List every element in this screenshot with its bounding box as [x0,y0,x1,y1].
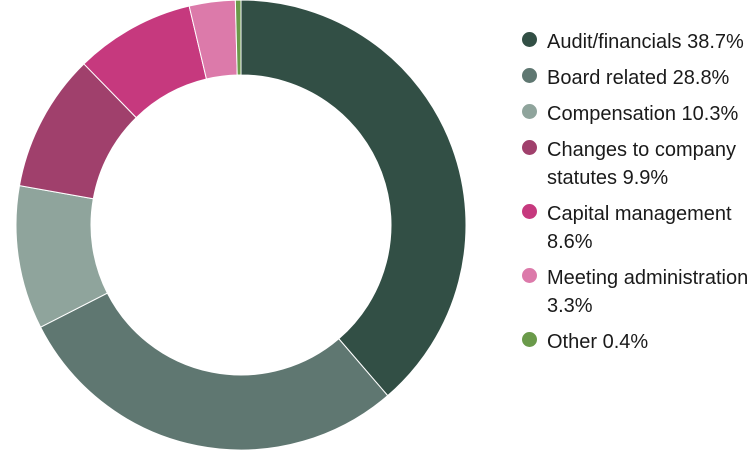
legend-swatch-icon [522,204,537,219]
legend-label: Capital management 8.6% [547,203,732,253]
legend-label: Changes to company statutes 9.9% [547,139,737,189]
legend-swatch-icon [522,140,537,155]
chart-legend: Audit/financials 38.7% Board related 28.… [520,28,750,364]
legend-label: Board related 28.8% [547,67,730,89]
legend-item-meeting-administration: Meeting administration 3.3% [520,264,750,320]
legend-item-capital-management: Capital management 8.6% [520,200,750,256]
legend-item-changes-to-company-statutes: Changes to company statutes 9.9% [520,136,750,192]
legend-label: Compensation 10.3% [547,103,739,125]
legend-label: Other 0.4% [547,331,649,353]
legend-label: Audit/financials 38.7% [547,31,744,53]
legend-swatch-icon [522,104,537,119]
donut-chart [15,0,467,450]
donut-slice-board-related [39,292,389,450]
donut-slice-audit-financials [240,0,467,397]
legend-item-audit-financials: Audit/financials 38.7% [520,28,750,56]
legend-item-board-related: Board related 28.8% [520,64,750,92]
legend-swatch-icon [522,268,537,283]
legend-swatch-icon [522,32,537,47]
legend-item-compensation: Compensation 10.3% [520,100,750,128]
legend-label: Meeting administration 3.3% [547,267,749,317]
legend-swatch-icon [522,332,537,347]
legend-swatch-icon [522,68,537,83]
donut-slice-other [234,0,242,76]
legend-item-other: Other 0.4% [520,328,750,356]
